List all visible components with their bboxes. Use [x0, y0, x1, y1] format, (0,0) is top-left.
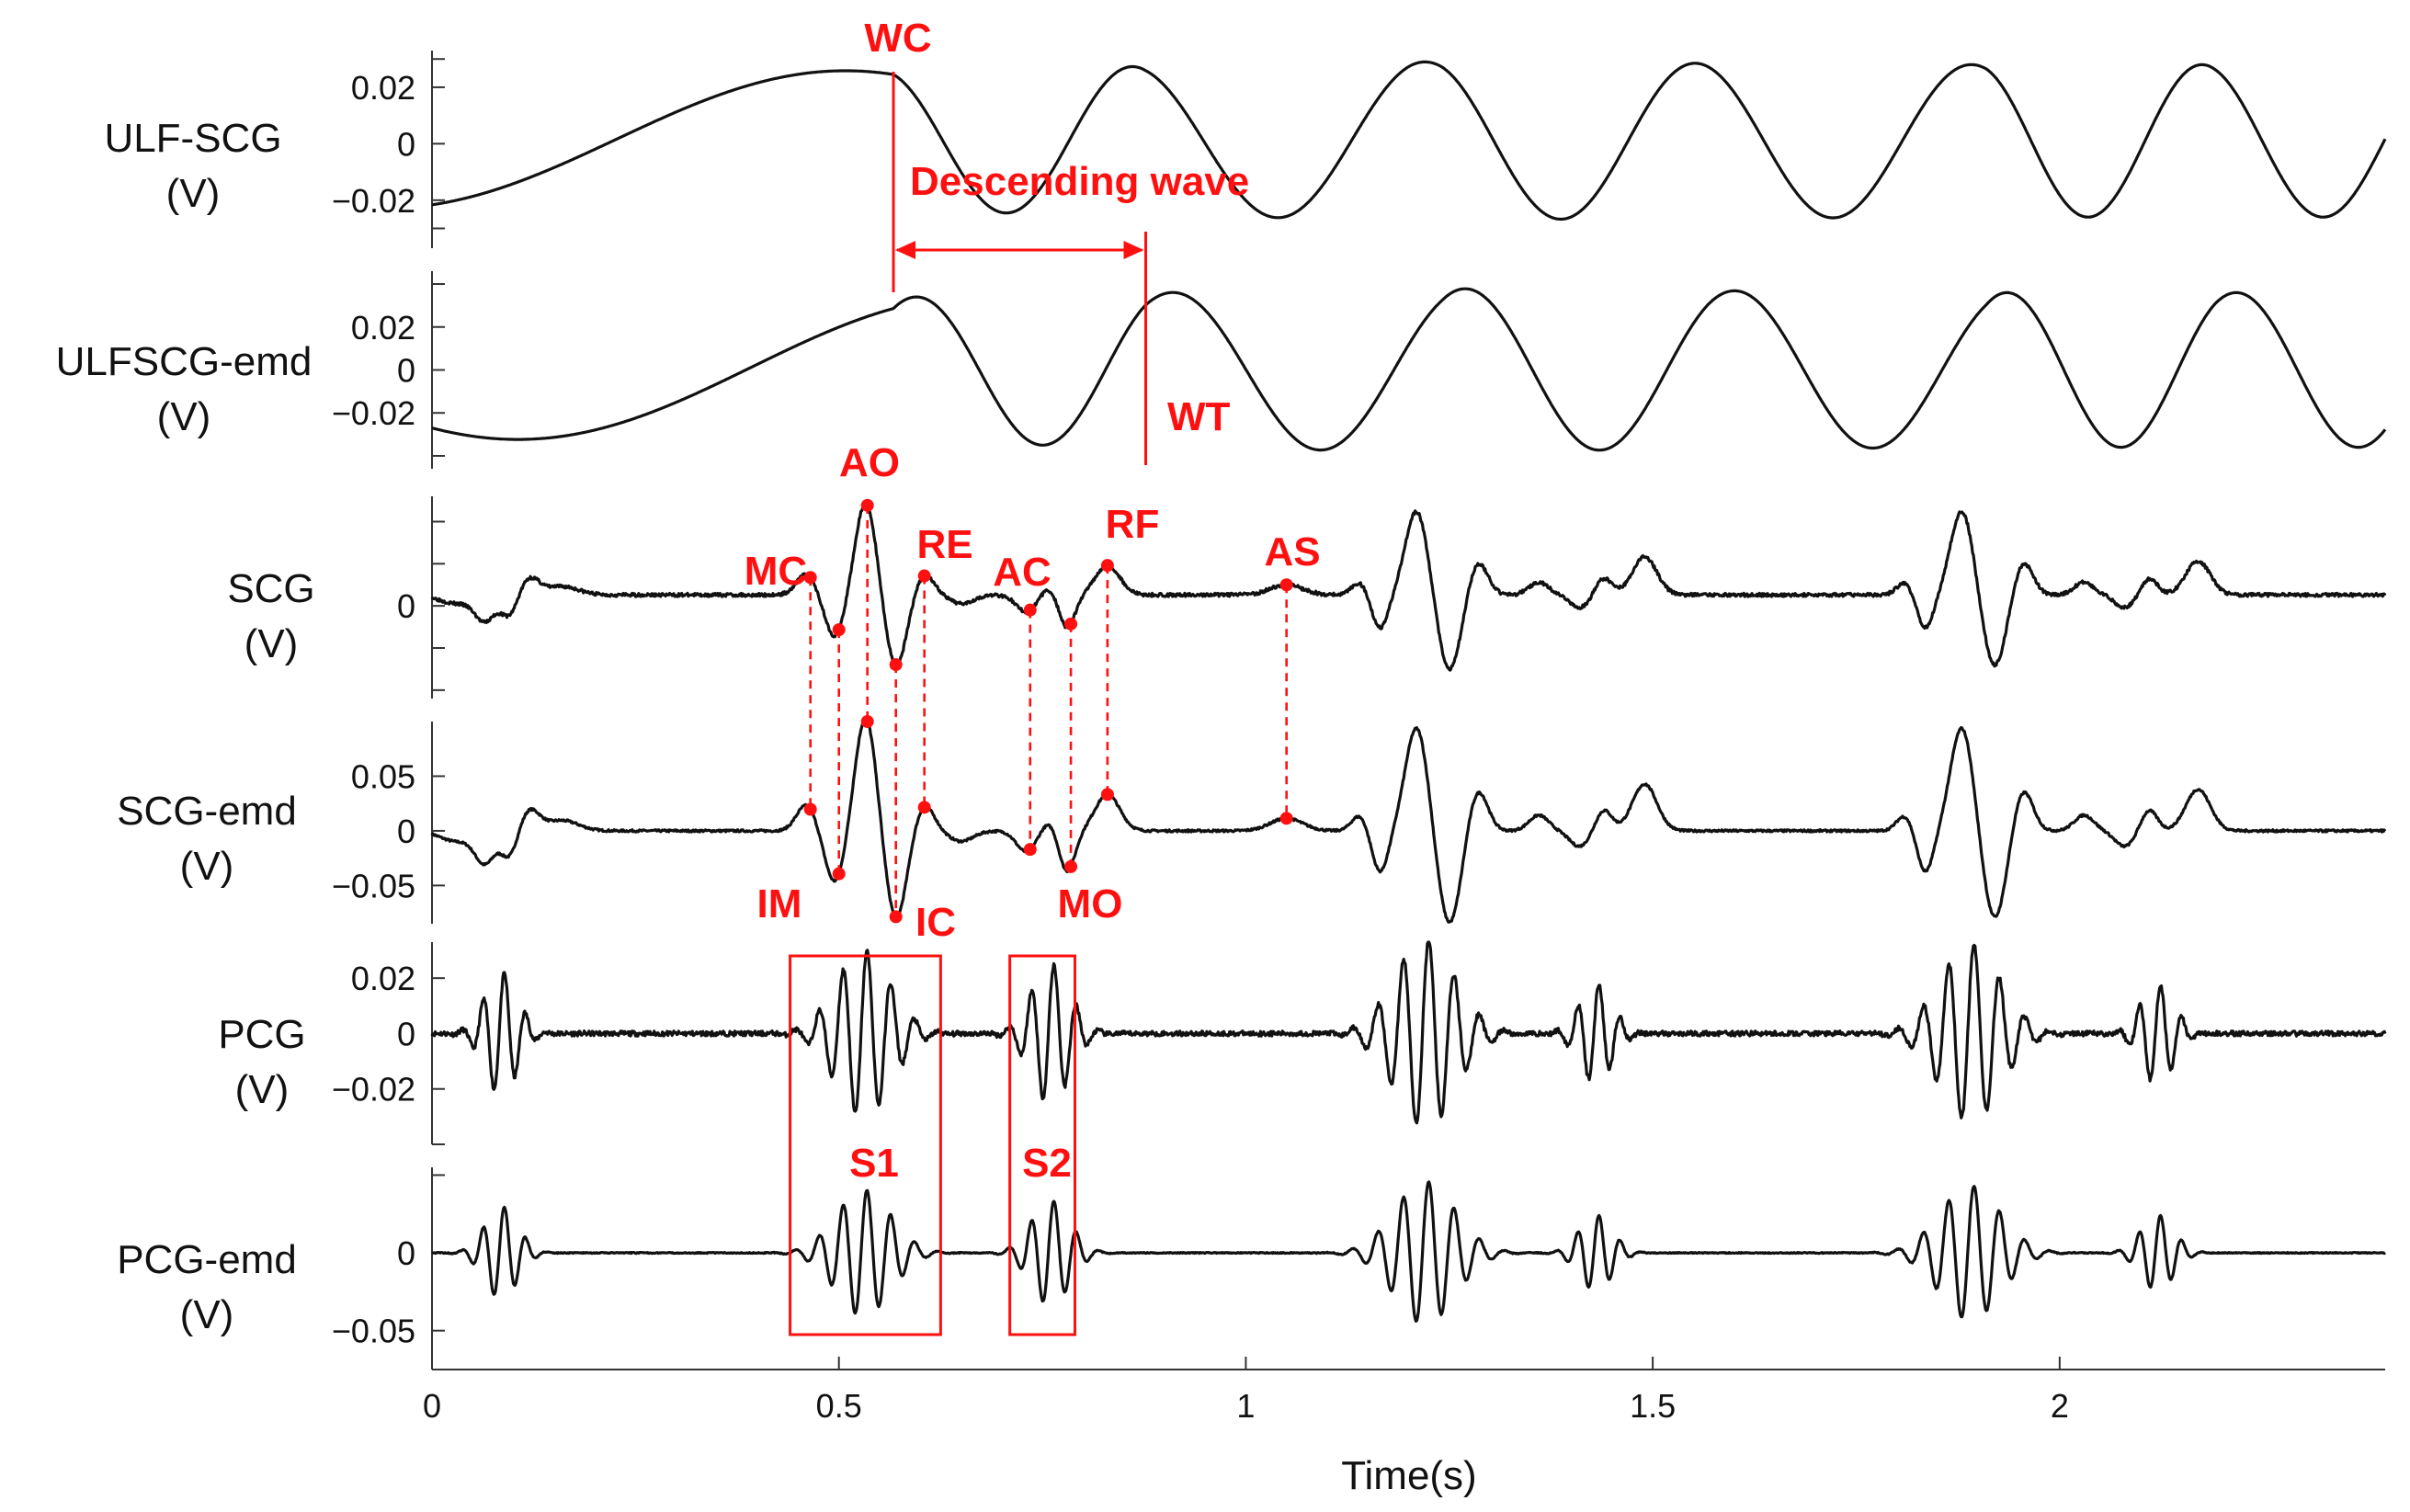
x-tick-label: 1	[1236, 1387, 1255, 1425]
label-as: AS	[1264, 529, 1320, 574]
event-dot-scg	[1100, 559, 1114, 573]
series-line-pcg	[430, 940, 2387, 1125]
panel-name-pcgemd: PCG-emd	[117, 1237, 297, 1282]
event-dot-scg	[860, 498, 874, 512]
event-dot-scgemd	[1064, 859, 1078, 873]
label-mo: MO	[1058, 881, 1123, 927]
panel-name-ulfscgemd: ULFSCG-emd	[56, 339, 313, 384]
y-tick-label: 0.02	[351, 309, 415, 347]
event-dot-scgemd	[803, 802, 817, 816]
event-dot-scgemd	[1279, 812, 1293, 825]
y-tick-label: 0.02	[351, 960, 415, 997]
panel-scgemd: 0.05 0 −0.05 SCG-emd (V)	[117, 722, 445, 924]
panel-pcg: 0.02 0 −0.02 PCG (V)	[218, 942, 445, 1145]
panel-pcgemd: 0 −0.05 PCG-emd (V)	[117, 1167, 445, 1370]
x-tick-label: 0.5	[816, 1387, 862, 1425]
axes-layer: 0.02 0 −0.02 ULF-SCG (V) 0.02 0 −0.02 ULFSCG-emd…	[56, 51, 2385, 1425]
x-tick-label: 2	[2051, 1387, 2069, 1425]
label-re: RE	[916, 522, 972, 567]
series-line-ulfscg	[431, 60, 2387, 222]
arrow-head-right	[1123, 241, 1144, 259]
s1-window-box	[789, 954, 942, 1336]
x-axis-title: Time(s)	[1341, 1453, 1476, 1498]
y-tick-label: −0.05	[332, 1313, 415, 1350]
series-line-pcgemd	[431, 1180, 2386, 1323]
y-tick-label: −0.02	[332, 182, 415, 220]
curve-layer	[430, 60, 2387, 1323]
event-dot-scgemd	[860, 715, 874, 728]
label-s2: S2	[1022, 1141, 1072, 1186]
event-dot-scg	[917, 569, 931, 583]
y-tick-label: 0	[397, 352, 415, 390]
event-dot-scg	[889, 658, 903, 672]
series-line-ulfscgemd	[431, 287, 2387, 452]
label-rf: RF	[1106, 502, 1160, 547]
label-mc: MC	[745, 549, 807, 594]
event-dot-scg	[1064, 617, 1078, 631]
y-tick-label: 0	[397, 1015, 415, 1052]
y-tick-label: −0.05	[332, 867, 415, 904]
series-line-scg	[430, 501, 2387, 672]
arrow-head-left	[895, 241, 916, 259]
event-dot-scg	[1023, 603, 1037, 617]
label-ic: IC	[915, 900, 956, 945]
label-ac: AC	[993, 550, 1052, 595]
event-dot-scgemd	[1100, 788, 1114, 801]
label-ao: AO	[839, 440, 900, 485]
s2-window-box	[1008, 954, 1076, 1336]
label-im: IM	[757, 881, 802, 927]
label-descending-wave: Descending wave	[910, 159, 1249, 204]
panel-unit-scgemd: (V)	[180, 844, 234, 889]
event-dot-scg	[832, 623, 846, 637]
y-tick-label: −0.02	[332, 394, 415, 432]
panel-name-scgemd: SCG-emd	[117, 789, 297, 834]
y-tick-label: 0	[397, 813, 415, 850]
panel-unit-ulfscg: (V)	[166, 171, 221, 216]
event-dot-scgemd	[1023, 843, 1037, 857]
y-tick-label: 0	[397, 125, 415, 163]
x-tick-label: 0	[423, 1387, 441, 1425]
label-wt: WT	[1167, 394, 1231, 439]
event-dot-scgemd	[889, 910, 903, 924]
panel-scg: 0 SCG (V)	[227, 496, 445, 699]
event-dot-scgemd	[917, 801, 931, 814]
y-tick-label: 0	[397, 1234, 415, 1272]
x-axis: 0 0.5 1 1.5 2	[423, 1357, 2385, 1425]
y-tick-label: −0.02	[332, 1071, 415, 1108]
event-dot-scgemd	[832, 867, 846, 881]
annotation-marks	[789, 72, 1293, 1336]
event-dot-scg	[1279, 578, 1293, 592]
annotation-layer: WC WT Descending wave AO MC RE AC RF AS …	[745, 16, 1321, 1336]
panel-name-ulfscg: ULF-SCG	[104, 116, 281, 161]
panel-ulfscgemd: 0.02 0 −0.02 ULFSCG-emd (V)	[56, 271, 445, 469]
panel-unit-pcg: (V)	[235, 1067, 290, 1112]
panel-name-scg: SCG	[227, 566, 314, 611]
x-tick-label: 1.5	[1630, 1387, 1676, 1425]
series-line-scgemd	[430, 720, 2387, 924]
panel-unit-scg: (V)	[244, 621, 299, 666]
label-wc: WC	[864, 16, 931, 61]
panel-name-pcg: PCG	[218, 1012, 305, 1057]
y-tick-label: 0.05	[351, 757, 415, 795]
event-dot-scg	[803, 571, 817, 585]
panel-unit-pcgemd: (V)	[180, 1292, 234, 1337]
panel-unit-ulfscgemd: (V)	[157, 394, 211, 439]
label-s1: S1	[849, 1141, 899, 1186]
y-tick-label: 0	[397, 587, 415, 625]
y-tick-label: 0.02	[351, 69, 415, 107]
panel-ulfscg: 0.02 0 −0.02 ULF-SCG (V)	[104, 51, 445, 248]
